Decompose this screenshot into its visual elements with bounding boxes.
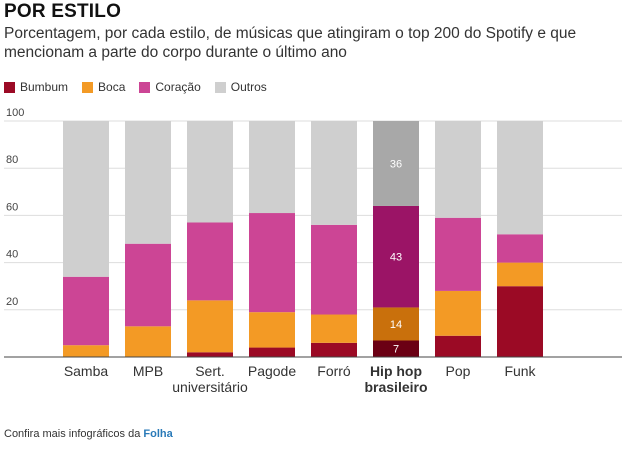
- footer-text: Confira mais infográficos da: [4, 428, 144, 440]
- x-tick-label-funk: Funk: [504, 363, 536, 379]
- data-label-coracao: 43: [390, 252, 402, 264]
- x-tick-label-mpb: MPB: [133, 363, 163, 379]
- bar-mpb-boca: [125, 326, 171, 357]
- legend-swatch-outros: [214, 81, 226, 93]
- data-label-boca: 14: [390, 319, 402, 331]
- bar-pagode-bumbum: [249, 347, 295, 357]
- footer-link-folha[interactable]: Folha: [143, 428, 173, 440]
- bar-sert-universitario-outros: [187, 121, 233, 223]
- bar-pagode-coracao: [249, 213, 295, 313]
- bar-funk-boca: [497, 262, 543, 287]
- legend-label-outros: Outros: [230, 80, 267, 94]
- bar-pop-bumbum: [435, 335, 481, 357]
- bar-funk-outros: [497, 121, 543, 235]
- legend-item-boca: Boca: [82, 80, 125, 94]
- bar-hip-hop-brasileiro-outros: [373, 121, 419, 206]
- x-tick-label-pagode: Pagode: [248, 363, 296, 379]
- legend-label-coracao: Coração: [155, 80, 201, 94]
- legend-swatch-boca: [82, 81, 94, 93]
- footer: Confira mais infográficos da Folha: [4, 428, 173, 440]
- legend: Bumbum Boca Coração Outros: [4, 80, 267, 94]
- legend-item-coracao: Coração: [139, 80, 201, 94]
- legend-label-boca: Boca: [98, 80, 126, 94]
- x-tick-label-sert-universitario-line1: Sert.: [195, 363, 225, 379]
- data-label-outros: 36: [390, 158, 402, 170]
- bar-hip-hop-brasileiro-coracao: [373, 205, 419, 308]
- y-tick-label-80: 80: [6, 154, 18, 166]
- bar-forro-coracao: [311, 224, 357, 315]
- legend-label-bumbum: Bumbum: [20, 80, 69, 94]
- bar-samba-coracao: [63, 276, 109, 346]
- bar-forro-bumbum: [311, 342, 357, 357]
- x-tick-label-samba: Samba: [64, 363, 109, 379]
- data-label-bumbum: 7: [393, 344, 399, 356]
- x-tick-label-hip-hop-brasileiro-line2: brasileiro: [364, 379, 427, 395]
- bar-mpb-outros: [125, 121, 171, 244]
- bar-pop-coracao: [435, 217, 481, 291]
- x-tick-label-sert-universitario-line2: universitário: [172, 379, 248, 395]
- legend-item-outros: Outros: [214, 80, 267, 94]
- bar-hip-hop-brasileiro-boca: [373, 307, 419, 341]
- bar-samba-boca: [63, 345, 109, 357]
- chart-subtitle: Porcentagem, por cada estilo, de músicas…: [4, 25, 577, 61]
- chart-title: POR ESTILO: [4, 1, 122, 22]
- x-tick-label-forro: Forró: [317, 363, 351, 379]
- legend-item-bumbum: Bumbum: [4, 80, 68, 94]
- y-tick-label-40: 40: [6, 249, 18, 261]
- bar-funk-coracao: [497, 234, 543, 263]
- bar-sert-universitario-coracao: [187, 222, 233, 301]
- y-tick-label-20: 20: [6, 296, 18, 308]
- x-tick-label-pop: Pop: [446, 363, 471, 379]
- y-tick-label-60: 60: [6, 201, 18, 213]
- bar-forro-boca: [311, 314, 357, 343]
- bar-forro-outros: [311, 121, 357, 225]
- bar-funk-bumbum: [497, 286, 543, 357]
- bar-pop-outros: [435, 121, 481, 218]
- bar-pagode-boca: [249, 312, 295, 348]
- bar-mpb-coracao: [125, 243, 171, 327]
- bar-sert-universitario-boca: [187, 300, 233, 353]
- legend-swatch-coracao: [139, 81, 151, 93]
- stacked-bar-chart: 20 40 60 80 100 Samba MPB Sert.universitárioPag…: [4, 107, 622, 395]
- x-tick-label-hip-hop-brasileiro-line1: Hip hop: [370, 363, 422, 379]
- y-tick-label-100: 100: [6, 107, 24, 119]
- legend-swatch-bumbum: [4, 81, 15, 93]
- bar-sert-universitario-bumbum: [187, 352, 233, 357]
- bar-hip-hop-brasileiro-bumbum: [373, 340, 419, 357]
- bar-pagode-outros: [249, 121, 295, 214]
- bar-pop-boca: [435, 290, 481, 336]
- bar-samba-outros: [63, 121, 109, 277]
